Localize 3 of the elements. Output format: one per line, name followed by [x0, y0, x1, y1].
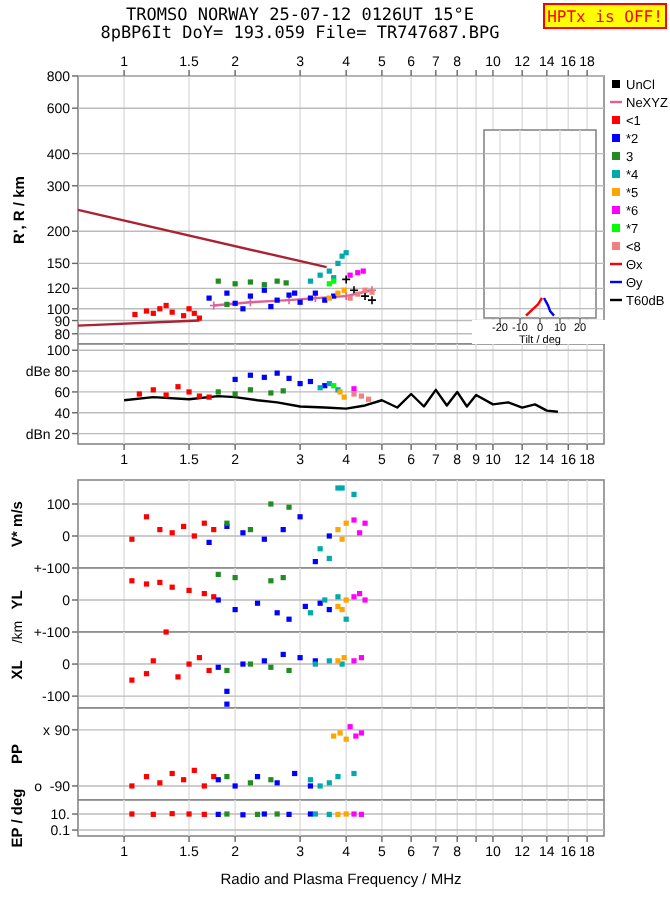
chart-subtitle: 8pBP6It DoY= 193.059 File= TR747687.BPG — [100, 24, 500, 44]
text: HPTx is OFF! — [547, 8, 663, 26]
chart-title: TROMSO NORWAY 25-07-12 0126UT 15°E — [126, 6, 474, 26]
